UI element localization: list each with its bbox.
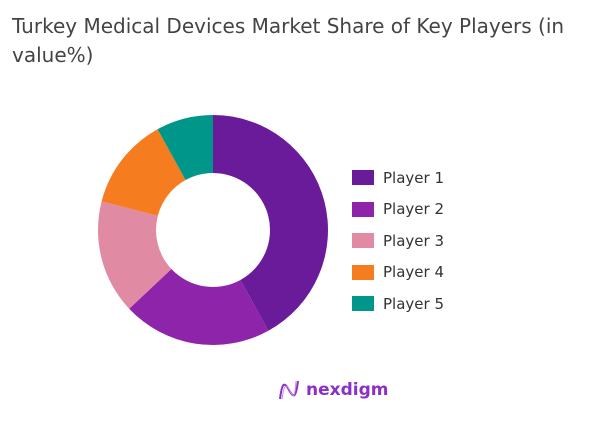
legend-swatch: [352, 264, 374, 280]
slice-player-5: [157, 115, 213, 181]
legend-item: Player 2: [352, 194, 444, 226]
legend-label: Player 3: [383, 231, 444, 250]
logo-text: nexdigm: [306, 380, 389, 400]
legend-swatch: [352, 233, 374, 249]
legend: Player 1 Player 2 Player 3 Player 4 Player 5: [352, 162, 444, 320]
nexdigm-logo: nexdigm: [278, 379, 388, 401]
legend-item: Player 4: [352, 257, 444, 289]
legend-item: Player 5: [352, 288, 444, 320]
slice-player-4: [101, 129, 186, 216]
nexdigm-logo-icon: [279, 380, 299, 400]
legend-swatch: [352, 296, 374, 312]
legend-swatch: [352, 170, 374, 186]
legend-swatch: [352, 201, 374, 217]
slice-player-1: [213, 115, 328, 331]
legend-label: Player 1: [383, 168, 444, 187]
chart-title: Turkey Medical Devices Market Share of K…: [12, 14, 565, 67]
legend-item: Player 1: [352, 162, 444, 194]
legend-label: Player 5: [383, 294, 444, 313]
slice-player-3: [98, 201, 172, 309]
legend-label: Player 2: [383, 200, 444, 219]
legend-label: Player 4: [383, 263, 444, 282]
slice-player-2: [129, 269, 269, 346]
legend-item: Player 3: [352, 225, 444, 257]
